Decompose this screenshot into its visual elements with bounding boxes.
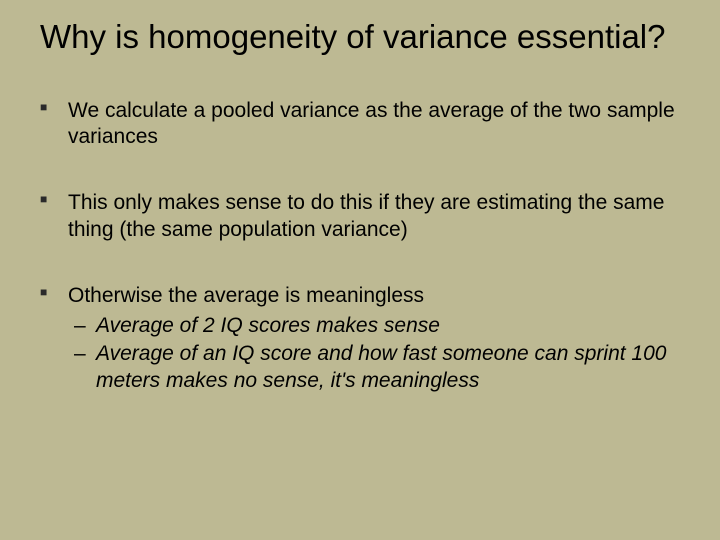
slide: Why is homogeneity of variance essential… xyxy=(0,0,720,540)
bullet-item: We calculate a pooled variance as the av… xyxy=(68,98,680,151)
bullet-text: We calculate a pooled variance as the av… xyxy=(68,99,675,148)
sub-item: Average of an IQ score and how fast some… xyxy=(96,341,680,394)
slide-title: Why is homogeneity of variance essential… xyxy=(40,18,680,56)
bullet-list: We calculate a pooled variance as the av… xyxy=(40,98,680,394)
sub-list: Average of 2 IQ scores makes sense Avera… xyxy=(68,313,680,394)
bullet-text: Otherwise the average is meaningless xyxy=(68,284,424,307)
bullet-item: Otherwise the average is meaningless Ave… xyxy=(68,283,680,394)
sub-item: Average of 2 IQ scores makes sense xyxy=(96,313,680,339)
bullet-text: This only makes sense to do this if they… xyxy=(68,191,664,240)
bullet-item: This only makes sense to do this if they… xyxy=(68,190,680,243)
